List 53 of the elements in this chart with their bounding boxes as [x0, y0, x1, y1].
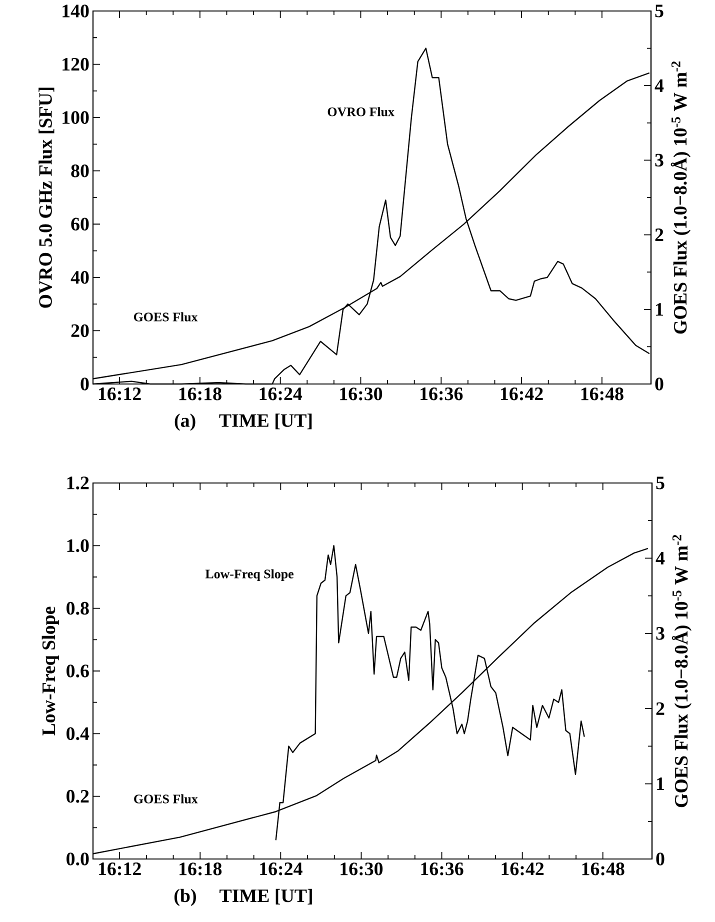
y-tick-label: 0.4 [66, 727, 90, 740]
y2-tick-label: 1 [657, 778, 664, 790]
y-tick-label: 140 [62, 4, 89, 18]
y-tick-label: 80 [71, 164, 89, 178]
y-tick-label: 40 [70, 271, 89, 284]
y2-tick-label: 1 [656, 303, 664, 316]
y-axis-title: Low-Freq Slope [42, 606, 59, 736]
x-tick-label: 16:48 [582, 862, 624, 876]
y-tick-label: 0.6 [66, 664, 89, 678]
y-tick-label: 0.2 [66, 790, 89, 803]
text: (a) [174, 414, 196, 431]
y-tick-label: 20 [71, 324, 89, 338]
y-tick-label: 1.2 [67, 476, 89, 490]
x-tick-label: 16:12 [98, 388, 141, 400]
x-tick-label: 16:36 [420, 388, 463, 400]
y2-tick-label: 0 [656, 852, 664, 866]
y-tick-label: 1.0 [67, 539, 89, 552]
x-axis-title: TIME [UT] [219, 414, 312, 430]
x-tick-label: 16:24 [260, 388, 302, 400]
x-tick-label: 16:30 [340, 388, 382, 400]
series-label: OVRO Flux [328, 107, 394, 116]
y2-axis-title: GOES Flux (1.0−8.0Å) 10$^{-5}$ W m$^{-2}$ [670, 61, 691, 334]
y-tick-label: 100 [62, 111, 89, 124]
y-tick-label: 0.0 [66, 852, 89, 866]
text: GOES Flux [134, 794, 198, 804]
y-tick-label: 0.8 [66, 602, 89, 615]
x-tick-label: 16:18 [180, 862, 222, 876]
x-tick-label: 16:42 [502, 862, 544, 876]
y2-tick-label: 5 [656, 476, 664, 490]
y-axis-title: OVRO 5.0 GHz Flux [SFU] [38, 88, 54, 308]
y2-tick-label: 2 [655, 228, 664, 242]
text: (b) [174, 888, 196, 906]
y2-tick-label: 2 [656, 702, 664, 715]
y-tick-label: 120 [62, 58, 89, 71]
y2-tick-label: 5 [655, 4, 664, 18]
x-tick-label: 16:12 [99, 862, 141, 876]
x-tick-label: 16:48 [581, 388, 624, 400]
x-tick-label: 16:42 [500, 388, 543, 400]
y2-axis-title: GOES Flux (1.0−8.0Å) 10$^{-5}$ W m$^{-2}$ [672, 534, 692, 808]
x-tick-label: 16:30 [340, 862, 383, 876]
text: GOES Flux [134, 312, 198, 322]
y-tick-label: 60 [71, 218, 89, 231]
x-tick-label: 16:18 [179, 388, 222, 400]
y2-tick-label: 3 [656, 627, 664, 640]
x-tick-label: 16:36 [421, 862, 464, 876]
x-tick-label: 16:24 [260, 862, 302, 876]
text: Low-Freq Slope [205, 569, 294, 581]
y2-tick-label: 4 [654, 79, 664, 92]
x-axis-title: TIME [UT] [220, 888, 312, 904]
y-tick-label: 0 [80, 378, 89, 390]
y2-tick-label: 0 [655, 378, 664, 390]
y2-tick-label: 3 [655, 154, 664, 167]
y2-tick-label: 4 [656, 552, 665, 564]
